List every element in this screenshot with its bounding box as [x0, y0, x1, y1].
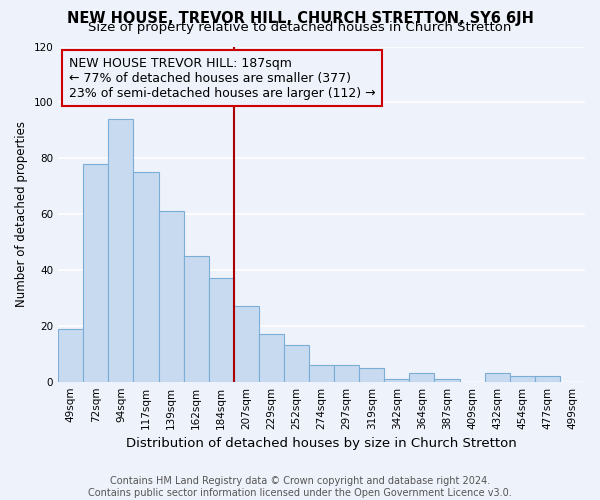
Bar	[158, 212, 184, 382]
Bar	[309, 365, 334, 382]
Y-axis label: Number of detached properties: Number of detached properties	[15, 121, 28, 307]
Bar	[334, 365, 359, 382]
Text: NEW HOUSE, TREVOR HILL, CHURCH STRETTON, SY6 6JH: NEW HOUSE, TREVOR HILL, CHURCH STRETTON,…	[67, 11, 533, 26]
Bar	[510, 376, 535, 382]
Text: NEW HOUSE TREVOR HILL: 187sqm
← 77% of detached houses are smaller (377)
23% of : NEW HOUSE TREVOR HILL: 187sqm ← 77% of d…	[69, 56, 376, 100]
Bar	[359, 368, 385, 382]
Bar	[434, 379, 460, 382]
Text: Contains HM Land Registry data © Crown copyright and database right 2024.
Contai: Contains HM Land Registry data © Crown c…	[88, 476, 512, 498]
Bar	[485, 374, 510, 382]
Bar	[259, 334, 284, 382]
Bar	[535, 376, 560, 382]
Bar	[83, 164, 109, 382]
Text: Size of property relative to detached houses in Church Stretton: Size of property relative to detached ho…	[88, 22, 512, 35]
Bar	[58, 328, 83, 382]
Bar	[184, 256, 209, 382]
Bar	[284, 346, 309, 382]
Bar	[133, 172, 158, 382]
Bar	[234, 306, 259, 382]
Bar	[409, 374, 434, 382]
X-axis label: Distribution of detached houses by size in Church Stretton: Distribution of detached houses by size …	[126, 437, 517, 450]
Bar	[385, 379, 409, 382]
Bar	[209, 278, 234, 382]
Bar	[109, 119, 133, 382]
